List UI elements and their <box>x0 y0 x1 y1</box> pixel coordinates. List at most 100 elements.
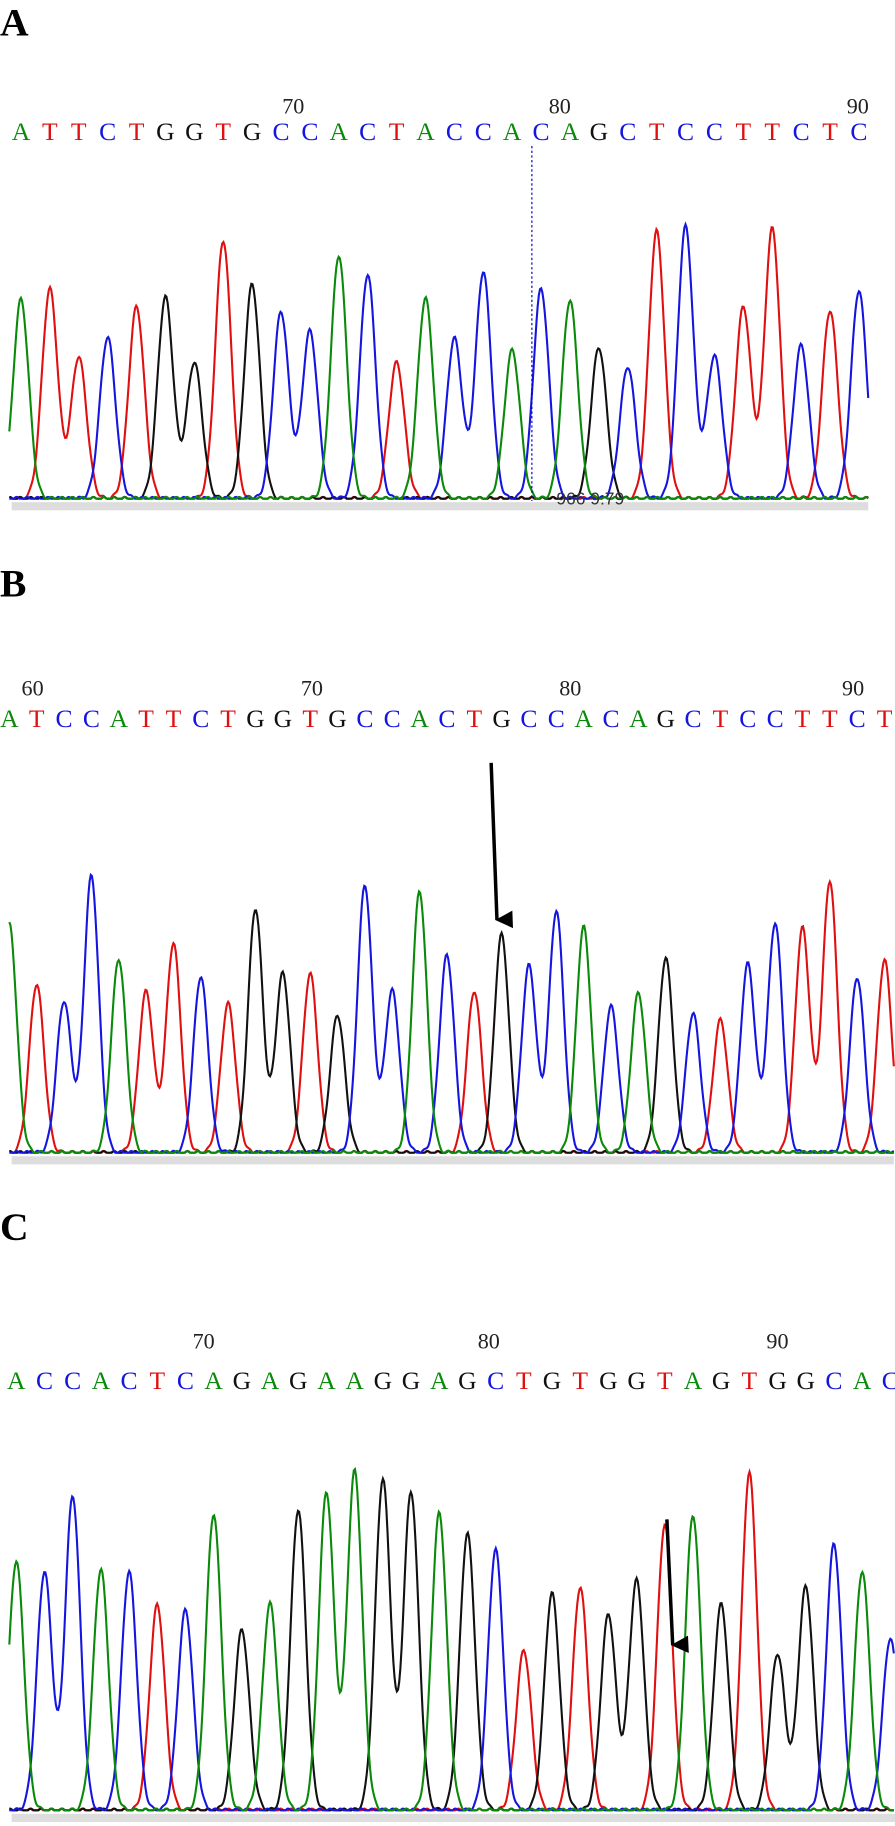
base-call: G <box>274 704 292 733</box>
base-call: A <box>261 1366 280 1395</box>
base-call: C <box>849 704 866 733</box>
position-label: 70 <box>193 1328 215 1353</box>
base-call: T <box>795 704 811 733</box>
base-call: C <box>825 1366 842 1395</box>
panel-label: A <box>0 0 29 44</box>
base-call: T <box>649 117 665 146</box>
base-call: C <box>548 704 565 733</box>
base-call: T <box>29 704 45 733</box>
base-call: C <box>99 117 116 146</box>
base-call: C <box>177 1366 194 1395</box>
base-call: C <box>677 117 694 146</box>
base-call: C <box>356 704 373 733</box>
trace <box>9 878 895 1154</box>
base-call: C <box>475 117 492 146</box>
base-call: G <box>233 1366 251 1395</box>
base-call: G <box>374 1366 392 1395</box>
position-label: 60 <box>22 675 44 700</box>
trace <box>9 872 895 1154</box>
base-call: A <box>92 1366 111 1395</box>
base-call: G <box>797 1366 815 1395</box>
base-call: A <box>684 1366 703 1395</box>
base-call: A <box>410 704 429 733</box>
base-call: G <box>402 1366 420 1395</box>
base-call: T <box>149 1366 165 1395</box>
base-call: G <box>246 704 264 733</box>
base-call: C <box>767 704 784 733</box>
position-label: 80 <box>478 1328 500 1353</box>
base-call: C <box>83 704 100 733</box>
base-call: C <box>384 704 401 733</box>
base-call: T <box>736 117 752 146</box>
base-call: A <box>629 704 648 733</box>
arrow <box>489 762 513 929</box>
baseline <box>11 502 869 511</box>
base-call: A <box>317 1366 336 1395</box>
position-label: 90 <box>847 93 869 118</box>
base-call: A <box>853 1366 872 1395</box>
base-call: T <box>657 1366 673 1395</box>
base-call: A <box>204 1366 223 1395</box>
base-call: A <box>0 704 19 733</box>
base-call: G <box>492 704 510 733</box>
base-call: T <box>877 704 893 733</box>
base-call: G <box>243 117 261 146</box>
base-call: C <box>533 117 550 146</box>
position-label: 70 <box>282 93 304 118</box>
base-call: C <box>359 117 376 146</box>
base-call: C <box>706 117 723 146</box>
baseline <box>11 1813 895 1822</box>
base-call: G <box>185 117 203 146</box>
base-call: G <box>590 117 608 146</box>
base-call: T <box>215 117 231 146</box>
base-call: C <box>301 117 318 146</box>
base-call: T <box>764 117 780 146</box>
base-call: A <box>430 1366 449 1395</box>
base-call: C <box>602 704 619 733</box>
base-call: G <box>627 1366 645 1395</box>
base-call: T <box>71 117 87 146</box>
base-call: T <box>466 704 482 733</box>
position-label: 90 <box>766 1328 788 1353</box>
base-call: G <box>289 1366 307 1395</box>
base-call: T <box>572 1366 588 1395</box>
trace <box>8 1466 894 1812</box>
base-call: C <box>850 117 867 146</box>
base-call: T <box>822 704 838 733</box>
base-call: A <box>330 117 349 146</box>
base-call: C <box>739 704 756 733</box>
base-call: T <box>516 1366 532 1395</box>
base-call: C <box>520 704 537 733</box>
position-label: 80 <box>549 93 571 118</box>
base-call: A <box>109 704 128 733</box>
baseline <box>11 1156 894 1165</box>
base-call: C <box>793 117 810 146</box>
base-call: G <box>458 1366 476 1395</box>
base-call: T <box>166 704 182 733</box>
base-call: A <box>561 117 580 146</box>
position-label: 90 <box>842 675 864 700</box>
base-call: C <box>446 117 463 146</box>
position-label: 70 <box>301 675 323 700</box>
panel-label: B <box>0 561 26 605</box>
base-call: T <box>129 117 145 146</box>
trace <box>9 1494 895 1812</box>
base-call: G <box>543 1366 561 1395</box>
base-call: T <box>742 1366 758 1395</box>
trace <box>8 254 869 500</box>
base-call: C <box>882 1366 895 1395</box>
base-call: C <box>64 1366 81 1395</box>
base-call: C <box>438 704 455 733</box>
base-call: C <box>272 117 289 146</box>
base-call: A <box>503 117 522 146</box>
trace <box>9 909 894 1154</box>
base-call: T <box>713 704 729 733</box>
base-call: G <box>656 704 674 733</box>
base-call: A <box>345 1366 364 1395</box>
base-call: T <box>220 704 236 733</box>
panel-label: C <box>0 1205 29 1249</box>
base-call: G <box>328 704 346 733</box>
trace <box>9 221 870 500</box>
base-call: T <box>822 117 838 146</box>
base-call: T <box>302 704 318 733</box>
